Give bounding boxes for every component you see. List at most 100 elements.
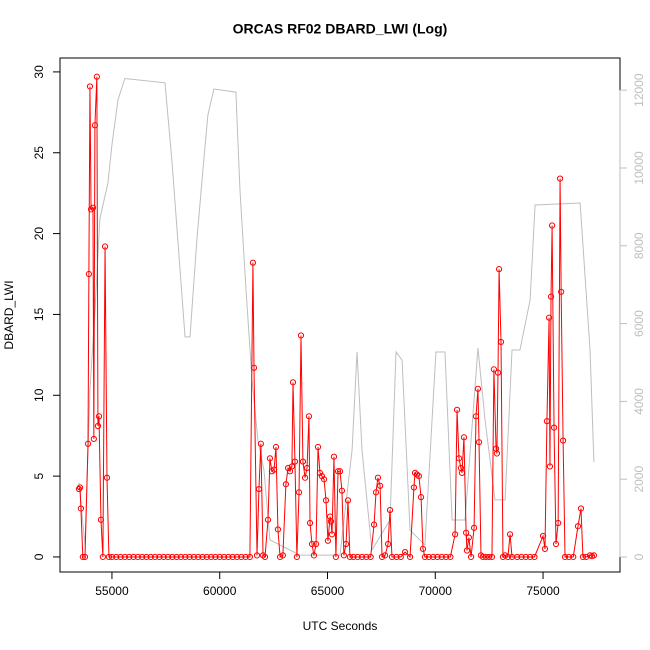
data-point [460,434,468,441]
data-point [559,437,567,444]
data-point [99,553,106,561]
x-tick-label: 65000 [311,584,345,598]
data-point [250,364,258,371]
data-point [336,468,344,475]
series-line [78,76,595,559]
data-point [147,553,154,561]
data-point [225,553,232,561]
data-point [314,443,322,451]
data-point [350,553,357,561]
data-point [76,484,84,491]
data-point [212,553,219,561]
data-point [397,553,404,561]
data-point [381,552,389,559]
data-point [312,540,320,548]
data-point [465,534,472,541]
data-point [95,413,103,420]
data-point [270,466,278,473]
y-tick-label: 5 [32,472,46,479]
data-point [259,552,267,559]
data-point [324,537,332,544]
data-point [494,369,502,376]
data-point [488,553,496,561]
data-point [430,553,437,561]
data-point [126,553,133,561]
y-tick-label: 25 [32,146,46,160]
data-point [299,458,307,465]
data-point [415,473,422,480]
data-point [574,523,582,530]
data-point [550,424,558,431]
data-point [363,553,370,561]
data-point [328,531,336,538]
y2-tick-label: 0 [632,553,646,560]
data-point [75,485,83,493]
data-point [195,553,202,561]
data-point [504,553,512,561]
data-point [182,553,189,561]
data-point [421,553,429,561]
data-point [527,553,534,561]
y2-tick-label: 2000 [632,466,646,493]
data-point [81,553,89,561]
data-point [306,519,314,527]
data-point [229,553,236,561]
data-point [493,450,501,457]
data-point [121,553,128,561]
data-point [216,553,223,561]
x-axis-label: UTC Seconds [303,619,378,633]
x-tick-label: 70000 [419,584,453,598]
data-point [103,474,111,481]
data-point [289,379,297,386]
data-point [462,529,470,536]
data-point [246,553,253,561]
data-point [370,521,378,528]
data-point [253,552,261,559]
data-point [453,406,461,413]
data-point [113,553,120,561]
data-point [282,481,289,488]
data-point [85,270,92,278]
data-point [547,293,555,300]
data-point [506,531,514,538]
data-point [344,497,352,504]
y2-tick-label: 12000 [632,73,646,107]
y2-tick-label: 10000 [632,151,646,185]
data-point [340,552,347,559]
data-point [332,553,340,561]
data-point [386,506,394,514]
data-point [470,524,478,531]
data-point [558,288,565,295]
data-point [238,553,245,561]
data-point [485,553,493,561]
data-point [583,553,590,561]
data-point [190,553,197,561]
data-point [310,552,318,559]
data-point [546,463,554,470]
data-point [522,553,529,561]
data-point [354,553,361,561]
data-point [279,552,286,559]
data-point [374,474,382,481]
data-point [475,439,483,446]
data-point [570,553,577,561]
data-point [108,553,116,561]
data-point [143,553,150,561]
data-point [208,553,215,561]
y-tick-label: 10 [32,388,46,402]
data-point [372,489,380,496]
data-point [455,455,463,462]
plot-box [59,57,621,573]
data-point [164,553,172,561]
data-point [173,553,180,561]
data-point [274,526,282,533]
y2-tick-label: 8000 [632,232,646,259]
data-point [139,553,146,561]
data-point [330,453,338,460]
data-point [565,553,573,561]
data-point [264,516,272,523]
data-point [151,553,159,561]
data-point [255,485,263,493]
